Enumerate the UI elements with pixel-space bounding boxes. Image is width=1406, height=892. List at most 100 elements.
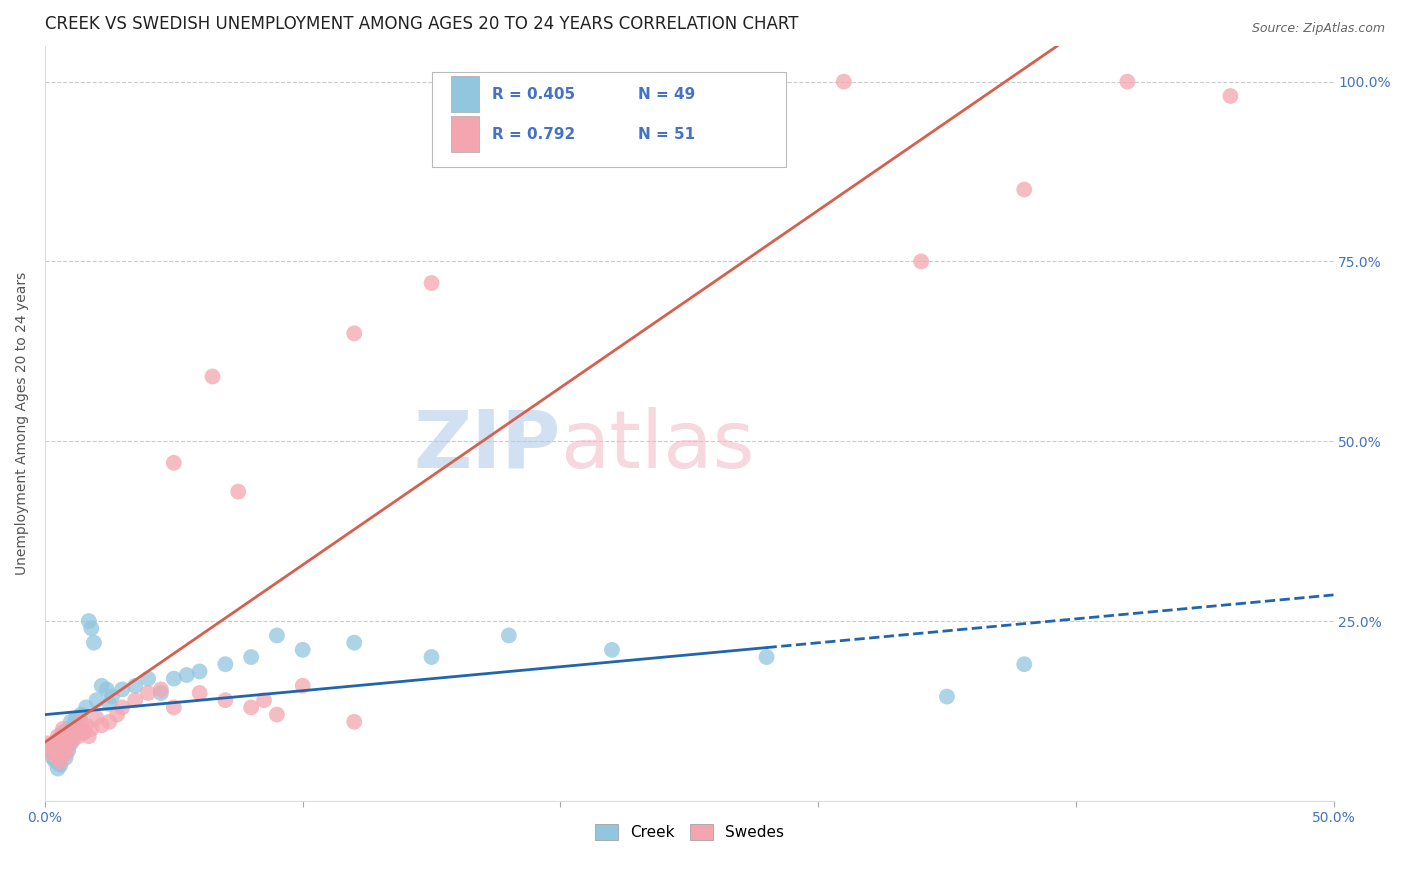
- Point: [41, 747, 63, 761]
- Point: [39, 739, 62, 754]
- Text: ZIP: ZIP: [413, 407, 561, 485]
- Point: [226, 484, 249, 499]
- Point: [214, 693, 236, 707]
- Point: [77, 614, 100, 628]
- Text: CREEK VS SWEDISH UNEMPLOYMENT AMONG AGES 20 TO 24 YEARS CORRELATION CHART: CREEK VS SWEDISH UNEMPLOYMENT AMONG AGES…: [45, 15, 799, 33]
- Point: [65, 711, 87, 725]
- Point: [136, 672, 159, 686]
- Point: [163, 456, 186, 470]
- Point: [67, 729, 90, 743]
- Point: [46, 750, 69, 764]
- Point: [498, 628, 520, 642]
- Point: [201, 369, 224, 384]
- Point: [96, 682, 118, 697]
- Point: [498, 75, 520, 89]
- Point: [55, 747, 77, 761]
- Point: [52, 739, 75, 754]
- Text: N = 51: N = 51: [638, 127, 695, 142]
- Point: [59, 736, 82, 750]
- Point: [420, 650, 443, 665]
- Point: [55, 729, 77, 743]
- Point: [1012, 182, 1035, 196]
- Point: [755, 650, 778, 665]
- Point: [163, 700, 186, 714]
- Point: [266, 628, 288, 642]
- Point: [77, 729, 100, 743]
- Text: R = 0.792: R = 0.792: [492, 127, 575, 142]
- Point: [111, 700, 134, 714]
- Point: [75, 718, 97, 732]
- Point: [49, 754, 72, 768]
- Point: [420, 276, 443, 290]
- Point: [1116, 75, 1139, 89]
- Point: [62, 729, 84, 743]
- Point: [240, 650, 263, 665]
- Point: [98, 714, 121, 729]
- Point: [62, 732, 84, 747]
- Point: [98, 697, 121, 711]
- Point: [49, 732, 72, 747]
- Point: [70, 714, 93, 729]
- Point: [188, 665, 211, 679]
- Point: [46, 736, 69, 750]
- Point: [59, 725, 82, 739]
- Point: [832, 75, 855, 89]
- Point: [75, 700, 97, 714]
- Point: [90, 718, 112, 732]
- Point: [291, 643, 314, 657]
- Point: [149, 682, 172, 697]
- Text: R = 0.405: R = 0.405: [492, 87, 575, 102]
- Point: [936, 690, 959, 704]
- Point: [65, 722, 87, 736]
- Point: [240, 700, 263, 714]
- Point: [149, 686, 172, 700]
- Point: [56, 739, 79, 754]
- Point: [105, 707, 128, 722]
- Point: [1012, 657, 1035, 672]
- Point: [37, 736, 59, 750]
- Point: [600, 643, 623, 657]
- Point: [343, 326, 366, 341]
- Point: [124, 679, 146, 693]
- Point: [44, 743, 66, 757]
- Point: [253, 693, 276, 707]
- Point: [343, 635, 366, 649]
- Point: [214, 657, 236, 672]
- Legend: Creek, Swedes: Creek, Swedes: [589, 818, 790, 847]
- Point: [49, 729, 72, 743]
- Point: [44, 754, 66, 768]
- Y-axis label: Unemployment Among Ages 20 to 24 years: Unemployment Among Ages 20 to 24 years: [15, 272, 30, 575]
- Point: [59, 714, 82, 729]
- Point: [755, 75, 778, 89]
- Point: [55, 732, 77, 747]
- Point: [52, 725, 75, 739]
- Point: [72, 725, 94, 739]
- Point: [266, 707, 288, 722]
- Point: [111, 682, 134, 697]
- Point: [86, 711, 108, 725]
- FancyBboxPatch shape: [432, 72, 786, 167]
- Bar: [451, 76, 479, 112]
- Bar: [451, 116, 479, 153]
- Point: [83, 635, 105, 649]
- Point: [52, 722, 75, 736]
- Point: [1219, 89, 1241, 103]
- Point: [62, 718, 84, 732]
- Point: [72, 725, 94, 739]
- Text: atlas: atlas: [561, 407, 755, 485]
- Point: [600, 89, 623, 103]
- Point: [910, 254, 932, 268]
- Point: [176, 668, 198, 682]
- Point: [46, 762, 69, 776]
- Point: [188, 686, 211, 700]
- Point: [67, 722, 90, 736]
- Point: [80, 621, 103, 635]
- Point: [55, 750, 77, 764]
- Point: [90, 679, 112, 693]
- Point: [52, 736, 75, 750]
- Point: [136, 686, 159, 700]
- Point: [101, 690, 124, 704]
- Point: [44, 747, 66, 761]
- Point: [46, 729, 69, 743]
- Point: [56, 722, 79, 736]
